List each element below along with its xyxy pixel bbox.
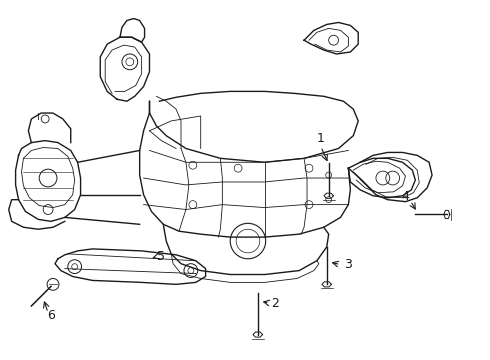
Text: 4: 4 <box>401 190 410 203</box>
Text: 6: 6 <box>47 309 55 322</box>
Text: 2: 2 <box>271 297 279 310</box>
Text: 1: 1 <box>317 132 325 145</box>
Text: 3: 3 <box>344 258 352 271</box>
Text: 5: 5 <box>157 250 165 263</box>
